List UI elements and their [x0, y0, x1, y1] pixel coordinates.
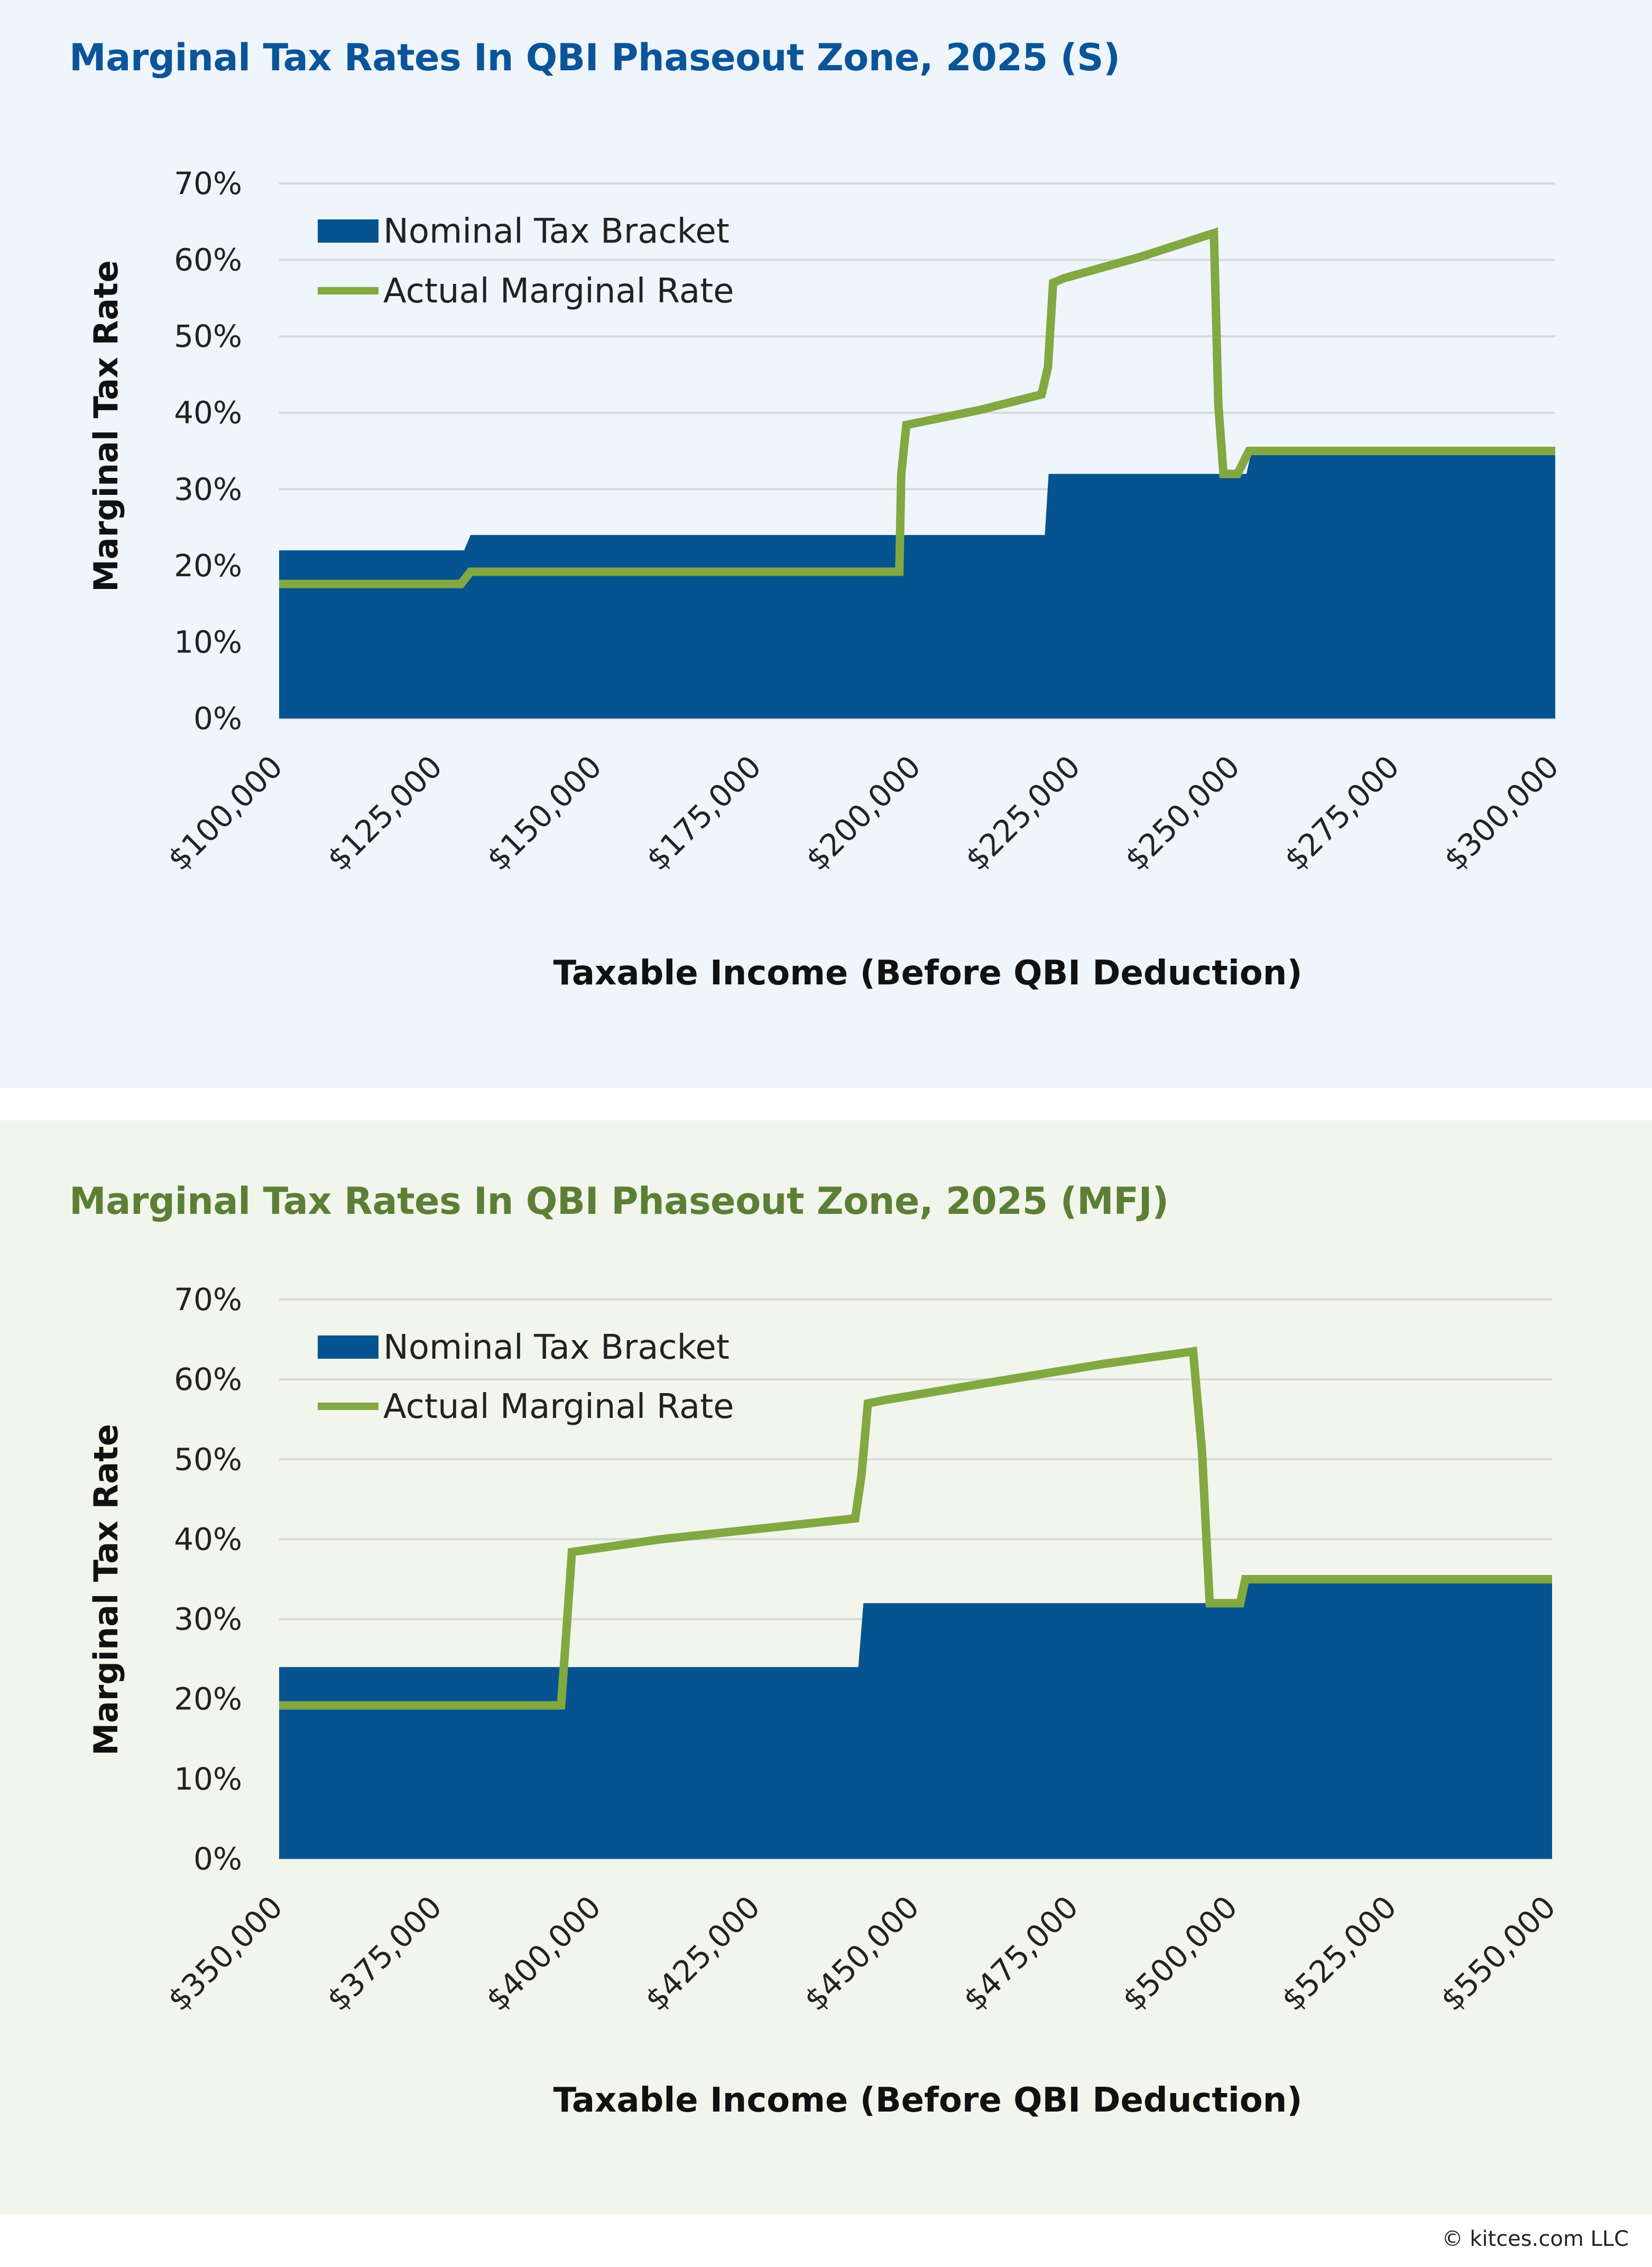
y-tick-label: 40%	[174, 395, 242, 431]
legend-label-actual: Actual Marginal Rate	[383, 272, 734, 311]
chart-title: Marginal Tax Rates In QBI Phaseout Zone,…	[69, 36, 1120, 79]
y-tick-label: 30%	[174, 471, 242, 507]
y-tick-label: 60%	[174, 242, 242, 278]
legend-swatch-nominal	[318, 219, 379, 243]
copyright: © kitces.com LLC	[1442, 2227, 1629, 2251]
legend-label-actual: Actual Marginal Rate	[383, 1387, 734, 1426]
y-tick-label: 50%	[174, 1441, 242, 1477]
nominal-bracket-area	[279, 1579, 1552, 1859]
x-tick-label: $500,000	[1115, 1889, 1244, 2018]
x-tick-label: $400,000	[479, 1889, 608, 2018]
y-tick-label: 10%	[174, 624, 242, 660]
x-axis-label: Taxable Income (Before QBI Deduction)	[553, 954, 1302, 993]
legend-label-nominal: Nominal Tax Bracket	[383, 1328, 730, 1367]
chart-title: Marginal Tax Rates In QBI Phaseout Zone,…	[69, 1179, 1169, 1223]
x-tick-label: $475,000	[956, 1889, 1085, 2018]
y-tick-label: 0%	[193, 701, 242, 736]
nominal-bracket-area	[279, 451, 1555, 718]
legend-label-nominal: Nominal Tax Bracket	[383, 212, 730, 251]
y-tick-label: 50%	[174, 318, 242, 354]
y-tick-label: 10%	[174, 1761, 242, 1797]
y-tick-label: 70%	[174, 1282, 242, 1317]
x-tick-label: $425,000	[638, 1889, 767, 2018]
y-axis-label: Marginal Tax Rate	[87, 260, 125, 592]
x-tick-label: $350,000	[161, 1889, 290, 2018]
actual-marginal-rate-line	[279, 1347, 1552, 1710]
chart-single: 0%10%20%30%40%50%60%70%$100,000 $125,000 $…	[87, 165, 1566, 993]
y-tick-label: 40%	[174, 1521, 242, 1557]
x-tick-label: $550,000	[1434, 1889, 1563, 2018]
y-tick-label: 20%	[174, 548, 242, 584]
legend-swatch-nominal	[318, 1335, 379, 1359]
y-tick-label: 60%	[174, 1361, 242, 1397]
y-tick-label: 0%	[193, 1841, 242, 1877]
y-tick-label: 20%	[174, 1681, 242, 1717]
x-tick-label: $375,000	[320, 1889, 449, 2018]
x-tick-label: $450,000	[797, 1889, 926, 2018]
y-tick-label: 30%	[174, 1601, 242, 1637]
x-axis-label: Taxable Income (Before QBI Deduction)	[553, 2081, 1302, 2120]
actual-marginal-rate-line	[279, 227, 1555, 588]
y-tick-label: 70%	[174, 165, 242, 201]
x-tick-label: $525,000	[1275, 1889, 1404, 2018]
y-axis-label: Marginal Tax Rate	[87, 1424, 125, 1756]
